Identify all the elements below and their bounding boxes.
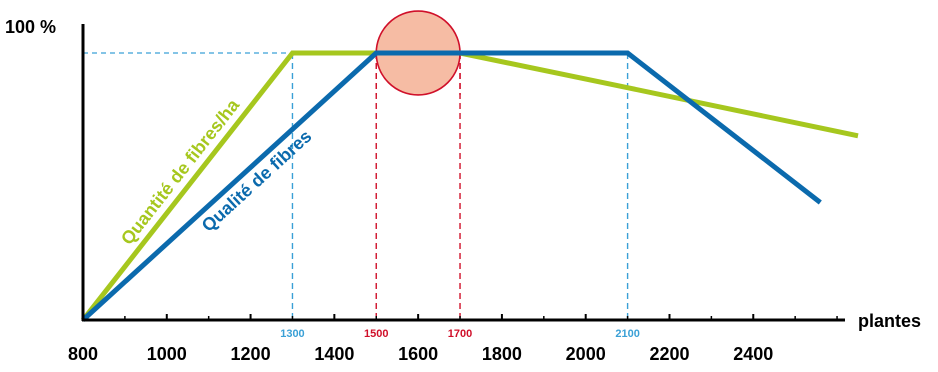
x-tick-label-2200: 2200 (649, 344, 689, 364)
series-line-quantite (81, 50, 859, 322)
series-lines (81, 50, 859, 322)
marker-label-1700: 1700 (448, 328, 472, 340)
x-axis-title: plantes (858, 311, 921, 331)
marker-label-1500: 1500 (364, 328, 388, 340)
x-tick-label-1800: 1800 (482, 344, 522, 364)
x-tick-label-1600: 1600 (398, 344, 438, 364)
x-tick-label-2000: 2000 (566, 344, 606, 364)
series-label-quantite: Quantité de fibres/ha (117, 95, 244, 249)
x-tick-label-800: 800 (68, 344, 98, 364)
x-tick-label-1400: 1400 (314, 344, 354, 364)
marker-label-2100: 2100 (615, 328, 639, 340)
y-axis-title: 100 % (5, 17, 56, 37)
guide-lines (83, 52, 629, 318)
axes (81, 24, 845, 322)
x-tick-label-1000: 1000 (147, 344, 187, 364)
x-tick-label-1200: 1200 (231, 344, 271, 364)
series-line-qualite (81, 50, 822, 322)
marker-label-1300: 1300 (280, 328, 304, 340)
x-tick-label-2400: 2400 (733, 344, 773, 364)
